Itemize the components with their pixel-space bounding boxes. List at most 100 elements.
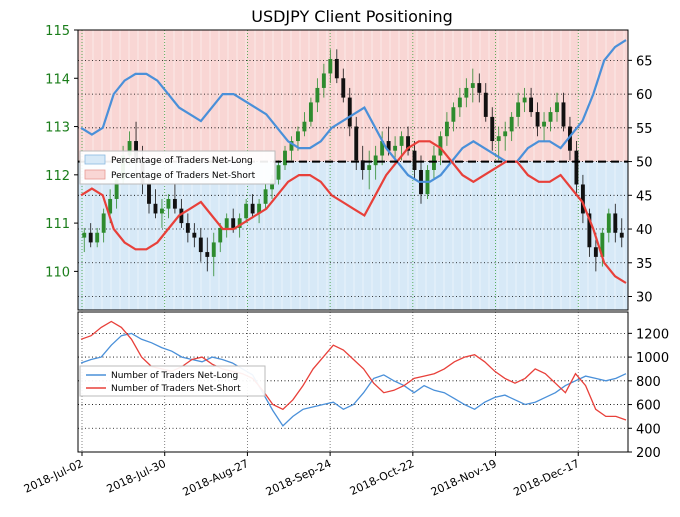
candle-body: [283, 150, 287, 166]
candle-body: [542, 121, 546, 127]
candle-body: [548, 112, 553, 122]
candle-body: [373, 155, 378, 166]
percent-axis-ticks: 65 60 55 50 45 40 35 30: [628, 54, 653, 306]
candle-body: [399, 136, 404, 146]
candle-body: [535, 112, 540, 127]
candle-body: [568, 126, 572, 151]
bottom-legend-box: [79, 365, 266, 397]
candle-body: [367, 165, 372, 170]
price-tick-label: 113: [45, 121, 70, 136]
legend-label-percent-short: Percentage of Traders Net-Short: [111, 171, 256, 181]
candle-body: [444, 121, 449, 137]
date-tick-label: 2018-Nov-19: [429, 457, 499, 499]
chart-title: USDJPY Client Positioning: [251, 7, 453, 26]
candle-body: [172, 198, 177, 209]
candle-body: [334, 58, 339, 79]
candle-body: [509, 116, 514, 132]
date-tick-label: 2018-Dec-17: [511, 457, 581, 499]
candle-body: [88, 232, 93, 243]
candle-body: [341, 78, 346, 98]
percent-tick-label: 45: [636, 189, 653, 204]
candle-body: [354, 126, 359, 161]
candle-body: [328, 58, 333, 74]
count-tick-label: 800: [636, 375, 661, 390]
bottom-panel: 1200 1000 800 600 400 200 Number of Traders N…: [77, 311, 669, 461]
candle-body: [561, 102, 566, 127]
date-tick-label: 2018-Jul-30: [105, 457, 168, 496]
candle-body: [192, 232, 197, 238]
candle-body: [613, 213, 618, 233]
date-tick-label: 2018-Aug-27: [181, 457, 251, 499]
candle-body: [412, 150, 417, 170]
candle-body: [606, 213, 611, 233]
candle-body: [451, 107, 456, 122]
candle-body: [457, 97, 462, 108]
bottom-panel-frame: [77, 311, 629, 453]
trader-count-axis-ticks: 1200 1000 800 600 400 200: [628, 327, 669, 461]
legend-swatch-percent-short: [84, 169, 106, 180]
price-tick-label: 114: [45, 72, 70, 87]
candle-body: [380, 141, 385, 156]
candle-body: [315, 87, 320, 103]
percent-tick-label: 65: [636, 54, 653, 69]
candle-body: [224, 218, 229, 228]
candle-body: [82, 232, 87, 238]
price-tick-label: 111: [45, 217, 70, 232]
top-panel: 115 114 113 112 111 110 65 60 55 50 45 40 35 30 Perc…: [45, 24, 653, 311]
candle-body: [114, 179, 119, 199]
candle-body: [101, 213, 106, 233]
candle-body: [108, 198, 113, 214]
candle-body: [185, 223, 190, 233]
candle-body: [276, 165, 281, 180]
top-panel-frame: [77, 29, 629, 311]
candle-body: [516, 102, 521, 117]
price-tick-label: 115: [45, 24, 70, 39]
candle-body: [263, 189, 268, 204]
top-legend-box: [79, 150, 276, 185]
candle-body: [432, 155, 436, 170]
candle-body: [503, 131, 508, 137]
candle-body: [231, 218, 236, 228]
candle-body: [147, 184, 151, 204]
count-net-long-line: [80, 332, 627, 427]
candle-body: [574, 150, 579, 185]
count-tick-label: 600: [636, 399, 661, 414]
candle-body: [289, 141, 294, 151]
percent-tick-label: 55: [636, 122, 653, 137]
candle-body: [496, 136, 501, 142]
bottom-legend: Number of Traders Net-Long Number of Tra…: [79, 365, 266, 397]
count-tick-label: 200: [636, 446, 661, 461]
count-tick-label: 1200: [636, 327, 669, 342]
candle-body: [619, 232, 624, 238]
candle-body: [600, 232, 605, 257]
candle-body: [406, 136, 410, 151]
legend-swatch-percent-long: [84, 154, 106, 165]
legend-label-count-short: Number of Traders Net-Short: [111, 384, 241, 394]
candle-body: [127, 141, 132, 156]
price-candles: [82, 49, 624, 277]
candle-body: [160, 208, 164, 214]
candle-body: [237, 218, 242, 228]
legend-label-count-long: Number of Traders Net-Long: [111, 371, 238, 381]
percent-tick-label: 40: [636, 223, 653, 238]
candle-body: [555, 102, 559, 113]
candle-body: [587, 213, 592, 248]
candle-body: [477, 83, 482, 93]
candle-body: [153, 203, 158, 214]
candle-body: [490, 116, 495, 142]
candle-body: [386, 141, 391, 151]
candle-body: [347, 97, 352, 127]
candle-body: [464, 87, 469, 98]
candle-body: [218, 227, 223, 243]
percent-net-short-line: [80, 140, 627, 284]
candle-body: [360, 160, 365, 170]
candle-body: [302, 121, 307, 132]
price-axis-ticks: 115 114 113 112 111 110: [45, 24, 78, 280]
top-panel-long-zone: [78, 161, 628, 310]
count-tick-label: 1000: [636, 351, 669, 366]
candle-body: [296, 131, 300, 142]
candle-body: [198, 237, 203, 253]
candle-body: [179, 208, 184, 224]
date-tick-label: 2018-Sep-24: [264, 457, 334, 499]
candle-body: [580, 184, 585, 214]
